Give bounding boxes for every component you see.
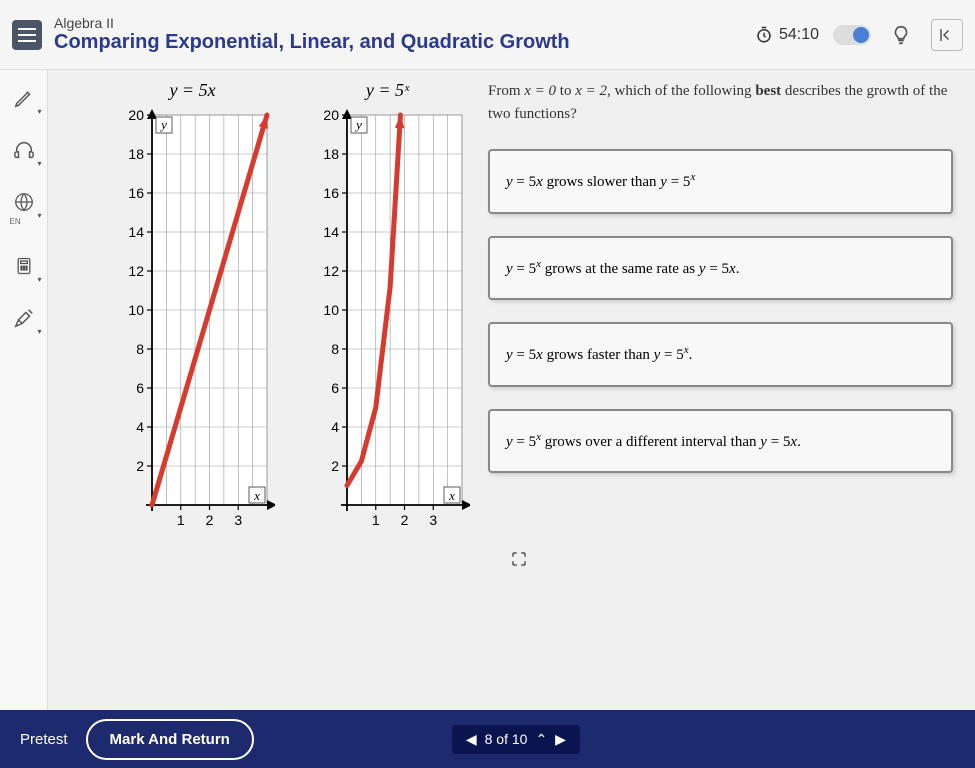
course-name: Algebra II: [54, 15, 755, 31]
chart2-title: y = 5ˣ: [305, 80, 470, 101]
chart-linear: y = 5x 2468101214161820123yx: [110, 80, 275, 700]
svg-text:18: 18: [323, 146, 339, 162]
prompt-text: From: [488, 83, 524, 99]
pager-next-icon[interactable]: ▶: [555, 731, 566, 748]
chart1-title: y = 5x: [110, 80, 275, 101]
svg-text:10: 10: [323, 302, 339, 318]
svg-text:x: x: [448, 488, 455, 503]
pretest-label[interactable]: Pretest: [20, 731, 68, 748]
answer-option-4[interactable]: y = 5x grows over a different interval t…: [488, 409, 953, 474]
header-right: 54:10: [755, 19, 963, 51]
pager-up-icon[interactable]: ⌃: [535, 731, 547, 748]
prompt-text: to: [556, 83, 575, 99]
prompt-math: x = 0: [524, 83, 556, 99]
answer-option-1[interactable]: y = 5x grows slower than y = 5x: [488, 149, 953, 214]
svg-text:y: y: [159, 117, 167, 132]
globe-icon[interactable]: EN▾: [8, 186, 40, 218]
svg-text:8: 8: [136, 341, 144, 357]
content: y = 5x 2468101214161820123yx y = 5ˣ 2468…: [48, 70, 975, 710]
svg-text:1: 1: [372, 512, 380, 528]
sidebar: ▾ ▾ EN▾ ▾ ▾: [0, 70, 48, 710]
prompt-math: x = 2: [575, 83, 607, 99]
collapse-icon[interactable]: [931, 19, 963, 51]
svg-text:6: 6: [331, 380, 339, 396]
mark-return-button[interactable]: Mark And Return: [86, 719, 254, 760]
timer-toggle[interactable]: [833, 25, 871, 45]
footer: Pretest Mark And Return ◀ 8 of 10 ⌃ ▶: [0, 710, 975, 768]
svg-text:2: 2: [206, 512, 214, 528]
chart-exponential: y = 5ˣ 2468101214161820123yx: [305, 80, 470, 700]
svg-text:20: 20: [128, 107, 144, 123]
svg-text:1: 1: [177, 512, 185, 528]
pen-tool-icon[interactable]: ▾: [8, 82, 40, 114]
timer-value: 54:10: [779, 26, 819, 44]
svg-text:4: 4: [136, 419, 144, 435]
expand-icon[interactable]: [510, 550, 548, 573]
svg-text:3: 3: [234, 512, 242, 528]
answer-option-3[interactable]: y = 5x grows faster than y = 5x.: [488, 322, 953, 387]
svg-text:16: 16: [128, 185, 144, 201]
hint-icon[interactable]: [885, 19, 917, 51]
svg-text:3: 3: [429, 512, 437, 528]
svg-text:12: 12: [128, 263, 144, 279]
header-text: Algebra II Comparing Exponential, Linear…: [54, 15, 755, 54]
headphones-icon[interactable]: ▾: [8, 134, 40, 166]
question-area: From x = 0 to x = 2, which of the follow…: [478, 80, 963, 700]
tools-icon[interactable]: ▾: [8, 302, 40, 334]
svg-text:6: 6: [136, 380, 144, 396]
calculator-icon[interactable]: ▾: [8, 250, 40, 282]
svg-text:12: 12: [323, 263, 339, 279]
menu-icon[interactable]: [12, 20, 42, 50]
language-label: EN: [10, 217, 21, 226]
svg-text:18: 18: [128, 146, 144, 162]
charts-area: y = 5x 2468101214161820123yx y = 5ˣ 2468…: [60, 80, 470, 700]
svg-text:8: 8: [331, 341, 339, 357]
svg-text:14: 14: [128, 224, 144, 240]
prompt-text: , which of the following: [607, 83, 755, 99]
pager-text: 8 of 10: [485, 731, 528, 747]
header: Algebra II Comparing Exponential, Linear…: [0, 0, 975, 70]
timer: 54:10: [755, 26, 819, 44]
prompt-bold: best: [755, 83, 781, 99]
svg-text:14: 14: [323, 224, 339, 240]
pager-prev-icon[interactable]: ◀: [466, 731, 477, 748]
svg-text:2: 2: [331, 458, 339, 474]
main: ▾ ▾ EN▾ ▾ ▾ y = 5x 2468101214161820123yx…: [0, 70, 975, 710]
lesson-title: Comparing Exponential, Linear, and Quadr…: [54, 31, 755, 54]
svg-text:4: 4: [331, 419, 339, 435]
chart2-svg: 2468101214161820123yx: [305, 105, 470, 545]
svg-text:x: x: [253, 488, 260, 503]
svg-text:2: 2: [401, 512, 409, 528]
svg-text:y: y: [354, 117, 362, 132]
svg-text:20: 20: [323, 107, 339, 123]
chart1-svg: 2468101214161820123yx: [110, 105, 275, 545]
answer-option-2[interactable]: y = 5x grows at the same rate as y = 5x.: [488, 236, 953, 301]
svg-text:2: 2: [136, 458, 144, 474]
svg-text:16: 16: [323, 185, 339, 201]
pager: ◀ 8 of 10 ⌃ ▶: [452, 725, 580, 754]
svg-text:10: 10: [128, 302, 144, 318]
question-prompt: From x = 0 to x = 2, which of the follow…: [488, 80, 953, 125]
